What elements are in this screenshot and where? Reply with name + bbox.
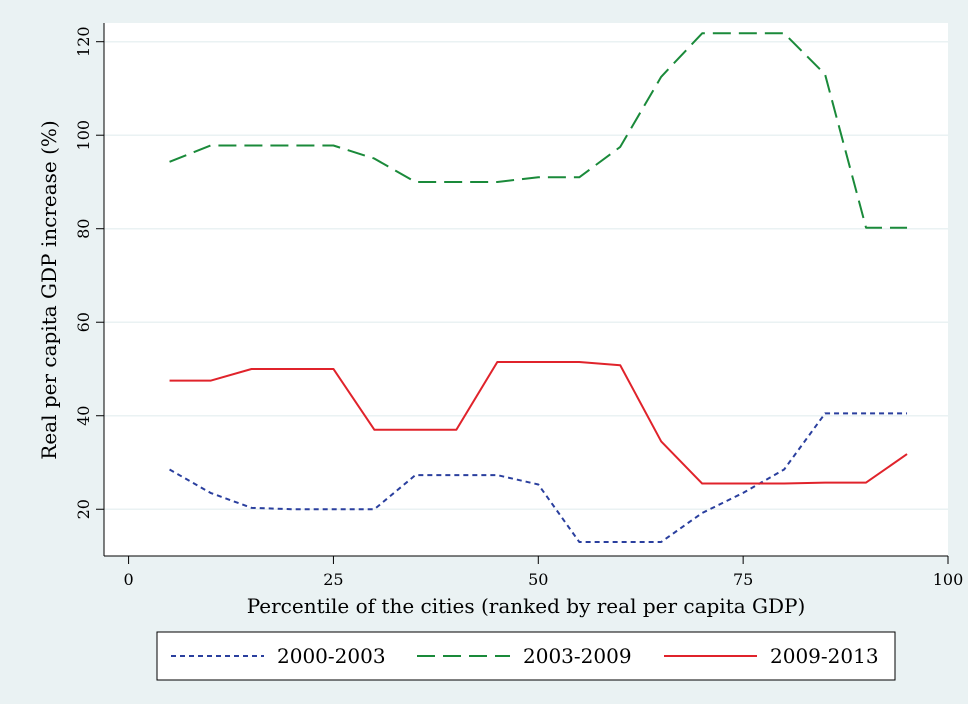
series-line-2003-2009 (169, 32, 908, 229)
y-tick-label-20: 20 (74, 499, 93, 519)
legend-label-2000-2003: 2000-2003 (277, 644, 386, 668)
y-tick-label-40: 40 (74, 406, 93, 426)
x-tick-label-50: 50 (528, 570, 548, 589)
x-axis-title: Percentile of the cities (ranked by real… (247, 594, 806, 618)
y-tick-label-100: 100 (74, 120, 93, 151)
x-tick-label-75: 75 (733, 570, 753, 589)
y-axis-title: Real per capita GDP increase (%) (37, 120, 61, 459)
legend: 2000-2003 2003-2009 2009-2013 (156, 631, 896, 681)
x-tick-label-25: 25 (323, 570, 343, 589)
x-tick-label-100: 100 (933, 570, 964, 589)
legend-items: 2000-2003 2003-2009 2009-2013 (171, 644, 879, 668)
series-line-2000-2003 (169, 412, 908, 543)
axes: 20 40 60 80 100 120 0 25 50 75 100 (74, 23, 963, 589)
legend-label-2009-2013: 2009-2013 (770, 644, 879, 668)
y-tick-label-60: 60 (74, 312, 93, 332)
series-line-2009-2013 (169, 360, 908, 485)
legend-box (156, 631, 896, 681)
x-tick-label-0: 0 (123, 570, 133, 589)
legend-label-2003-2009: 2003-2009 (523, 644, 632, 668)
series-lines (169, 32, 908, 543)
gridlines (104, 40, 948, 510)
y-tick-label-120: 120 (74, 26, 93, 57)
plot-area (104, 23, 948, 556)
y-tick-label-80: 80 (74, 219, 93, 239)
